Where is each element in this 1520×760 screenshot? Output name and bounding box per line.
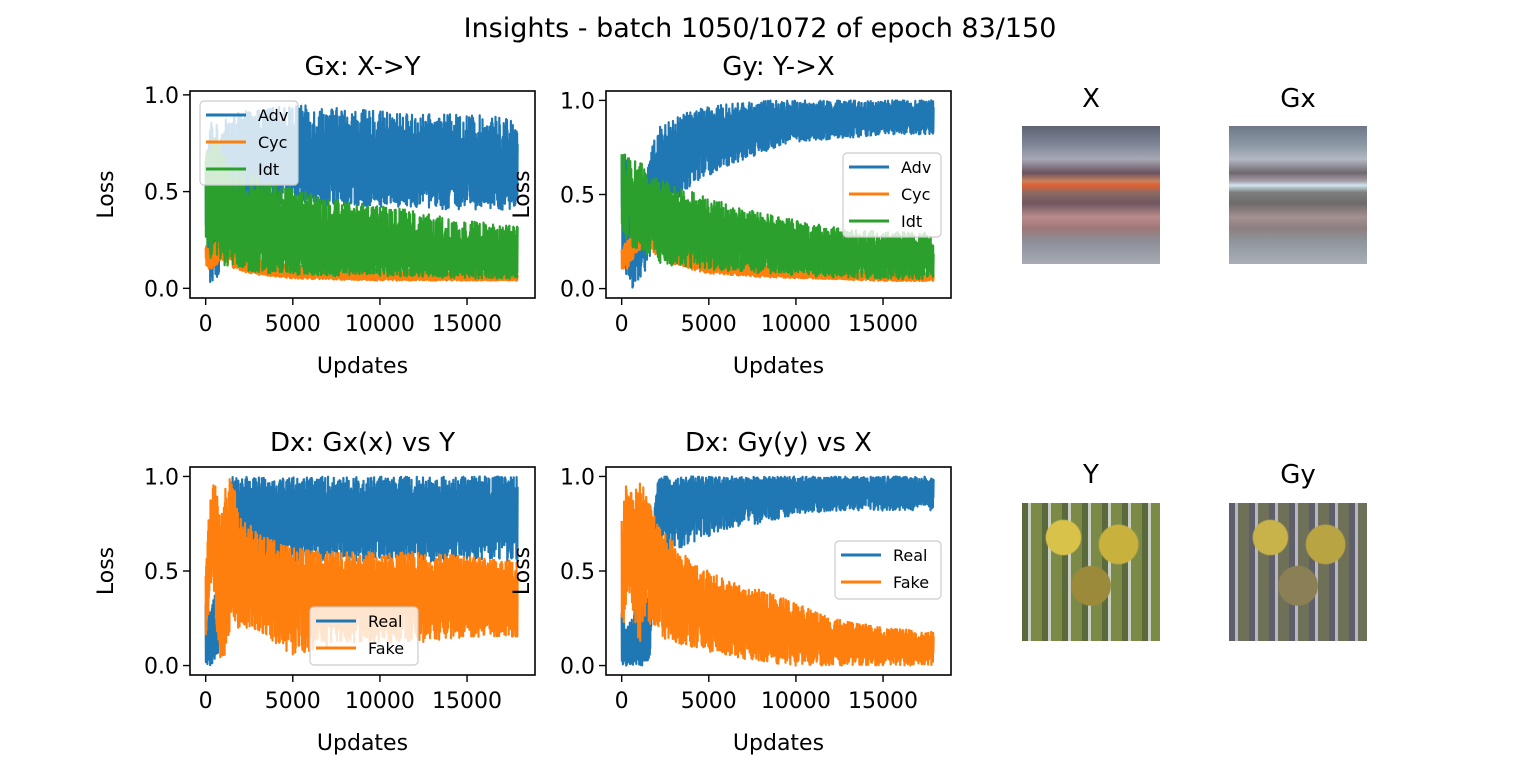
x-tick-label: 15000 <box>848 312 918 337</box>
x-tick-label: 10000 <box>761 312 831 337</box>
image-gx <box>1229 126 1367 264</box>
legend-label-idt: Idt <box>258 160 279 179</box>
figure-title: Insights - batch 1050/1072 of epoch 83/1… <box>464 13 1057 44</box>
y-tick-label: 0.0 <box>144 655 179 680</box>
legend-label-cyc: Cyc <box>258 133 287 152</box>
image-y-title: Y <box>1083 460 1099 490</box>
y-tick-label: 0.5 <box>144 181 179 206</box>
legend-label-cyc: Cyc <box>901 185 930 204</box>
legend-label-real: Real <box>893 546 928 565</box>
x-axis-label: Updates <box>733 731 824 756</box>
y-tick-label: 0.0 <box>144 277 179 302</box>
chart-3: 0 5000 10000 15000 0.0 0.5 1.0 Dx: Gx(x) vs Y Up… <box>94 428 536 756</box>
image-gx-title: Gx <box>1280 84 1316 114</box>
y-tick-label: 0.5 <box>560 560 595 585</box>
x-tick-label: 0 <box>615 689 629 714</box>
series-line-fake <box>620 482 935 667</box>
legend: Real Fake <box>309 606 419 666</box>
x-tick-label: 15000 <box>432 312 502 337</box>
x-tick-label: 5000 <box>681 689 737 714</box>
chart-1: 0 5000 10000 15000 0.0 0.5 1.0 Gx: X->Y Updates L… <box>94 52 536 379</box>
y-tick-label: 0.0 <box>560 278 595 303</box>
legend-label-fake: Fake <box>893 573 929 592</box>
y-axis-label: Loss <box>94 547 119 595</box>
series-group <box>620 475 935 667</box>
chart-title: Gy: Y->X <box>722 52 834 82</box>
y-tick-label: 1.0 <box>560 465 595 490</box>
y-tick-label: 1.0 <box>560 89 595 114</box>
x-tick-label: 5000 <box>681 312 737 337</box>
legend-label-adv: Adv <box>901 158 931 177</box>
x-tick-label: 10000 <box>761 689 831 714</box>
series-line-idt <box>620 153 935 281</box>
x-tick-label: 0 <box>199 689 213 714</box>
legend: Real Fake <box>834 540 942 600</box>
image-y <box>1022 503 1160 641</box>
y-tick-label: 0.0 <box>560 655 595 680</box>
legend: Adv Cyc Idt <box>842 152 942 238</box>
x-axis-label: Updates <box>317 354 408 379</box>
axes-frame <box>189 90 536 299</box>
x-tick-label: 15000 <box>848 689 918 714</box>
series-group <box>620 99 935 289</box>
image-x-title: X <box>1082 84 1100 114</box>
legend-box <box>842 152 942 238</box>
y-axis-label: Loss <box>510 547 535 595</box>
series-line-adv <box>620 99 935 289</box>
chart-2: 0 5000 10000 15000 0.0 0.5 1.0 Gy: Y->X Updates L… <box>510 52 952 379</box>
image-x <box>1022 126 1160 264</box>
legend-label-adv: Adv <box>258 106 288 125</box>
x-tick-label: 10000 <box>345 689 415 714</box>
chart-4: 0 5000 10000 15000 0.0 0.5 1.0 Dx: Gy(y) vs X Up… <box>510 428 952 756</box>
chart-title: Gx: X->Y <box>304 52 420 82</box>
x-tick-label: 5000 <box>265 689 321 714</box>
legend-box <box>199 100 299 186</box>
y-tick-label: 0.5 <box>560 184 595 209</box>
x-tick-label: 5000 <box>265 312 321 337</box>
image-gy <box>1229 503 1367 641</box>
series-line-real <box>620 475 935 667</box>
legend-label-real: Real <box>368 612 403 631</box>
x-tick-label: 10000 <box>345 312 415 337</box>
series-line-fake <box>204 478 519 659</box>
x-axis-label: Updates <box>733 354 824 379</box>
x-tick-label: 0 <box>199 312 213 337</box>
legend: Adv Cyc Idt <box>199 100 299 186</box>
chart-title: Dx: Gy(y) vs X <box>685 428 872 458</box>
x-axis-label: Updates <box>317 731 408 756</box>
plots-area: 0 5000 10000 15000 0.0 0.5 1.0 Gx: X->Y Updates L… <box>94 52 952 756</box>
x-tick-label: 0 <box>615 312 629 337</box>
y-tick-label: 1.0 <box>144 465 179 490</box>
series-line-idt <box>204 137 519 280</box>
chart-title: Dx: Gx(x) vs Y <box>270 428 455 458</box>
y-tick-label: 0.5 <box>144 560 179 585</box>
image-gy-title: Gy <box>1280 460 1316 490</box>
y-axis-label: Loss <box>94 170 119 218</box>
series-group <box>204 475 519 667</box>
legend-label-fake: Fake <box>368 639 404 658</box>
x-tick-label: 15000 <box>432 689 502 714</box>
y-tick-label: 1.0 <box>144 84 179 109</box>
legend-label-idt: Idt <box>901 212 922 231</box>
y-axis-label: Loss <box>510 170 535 218</box>
